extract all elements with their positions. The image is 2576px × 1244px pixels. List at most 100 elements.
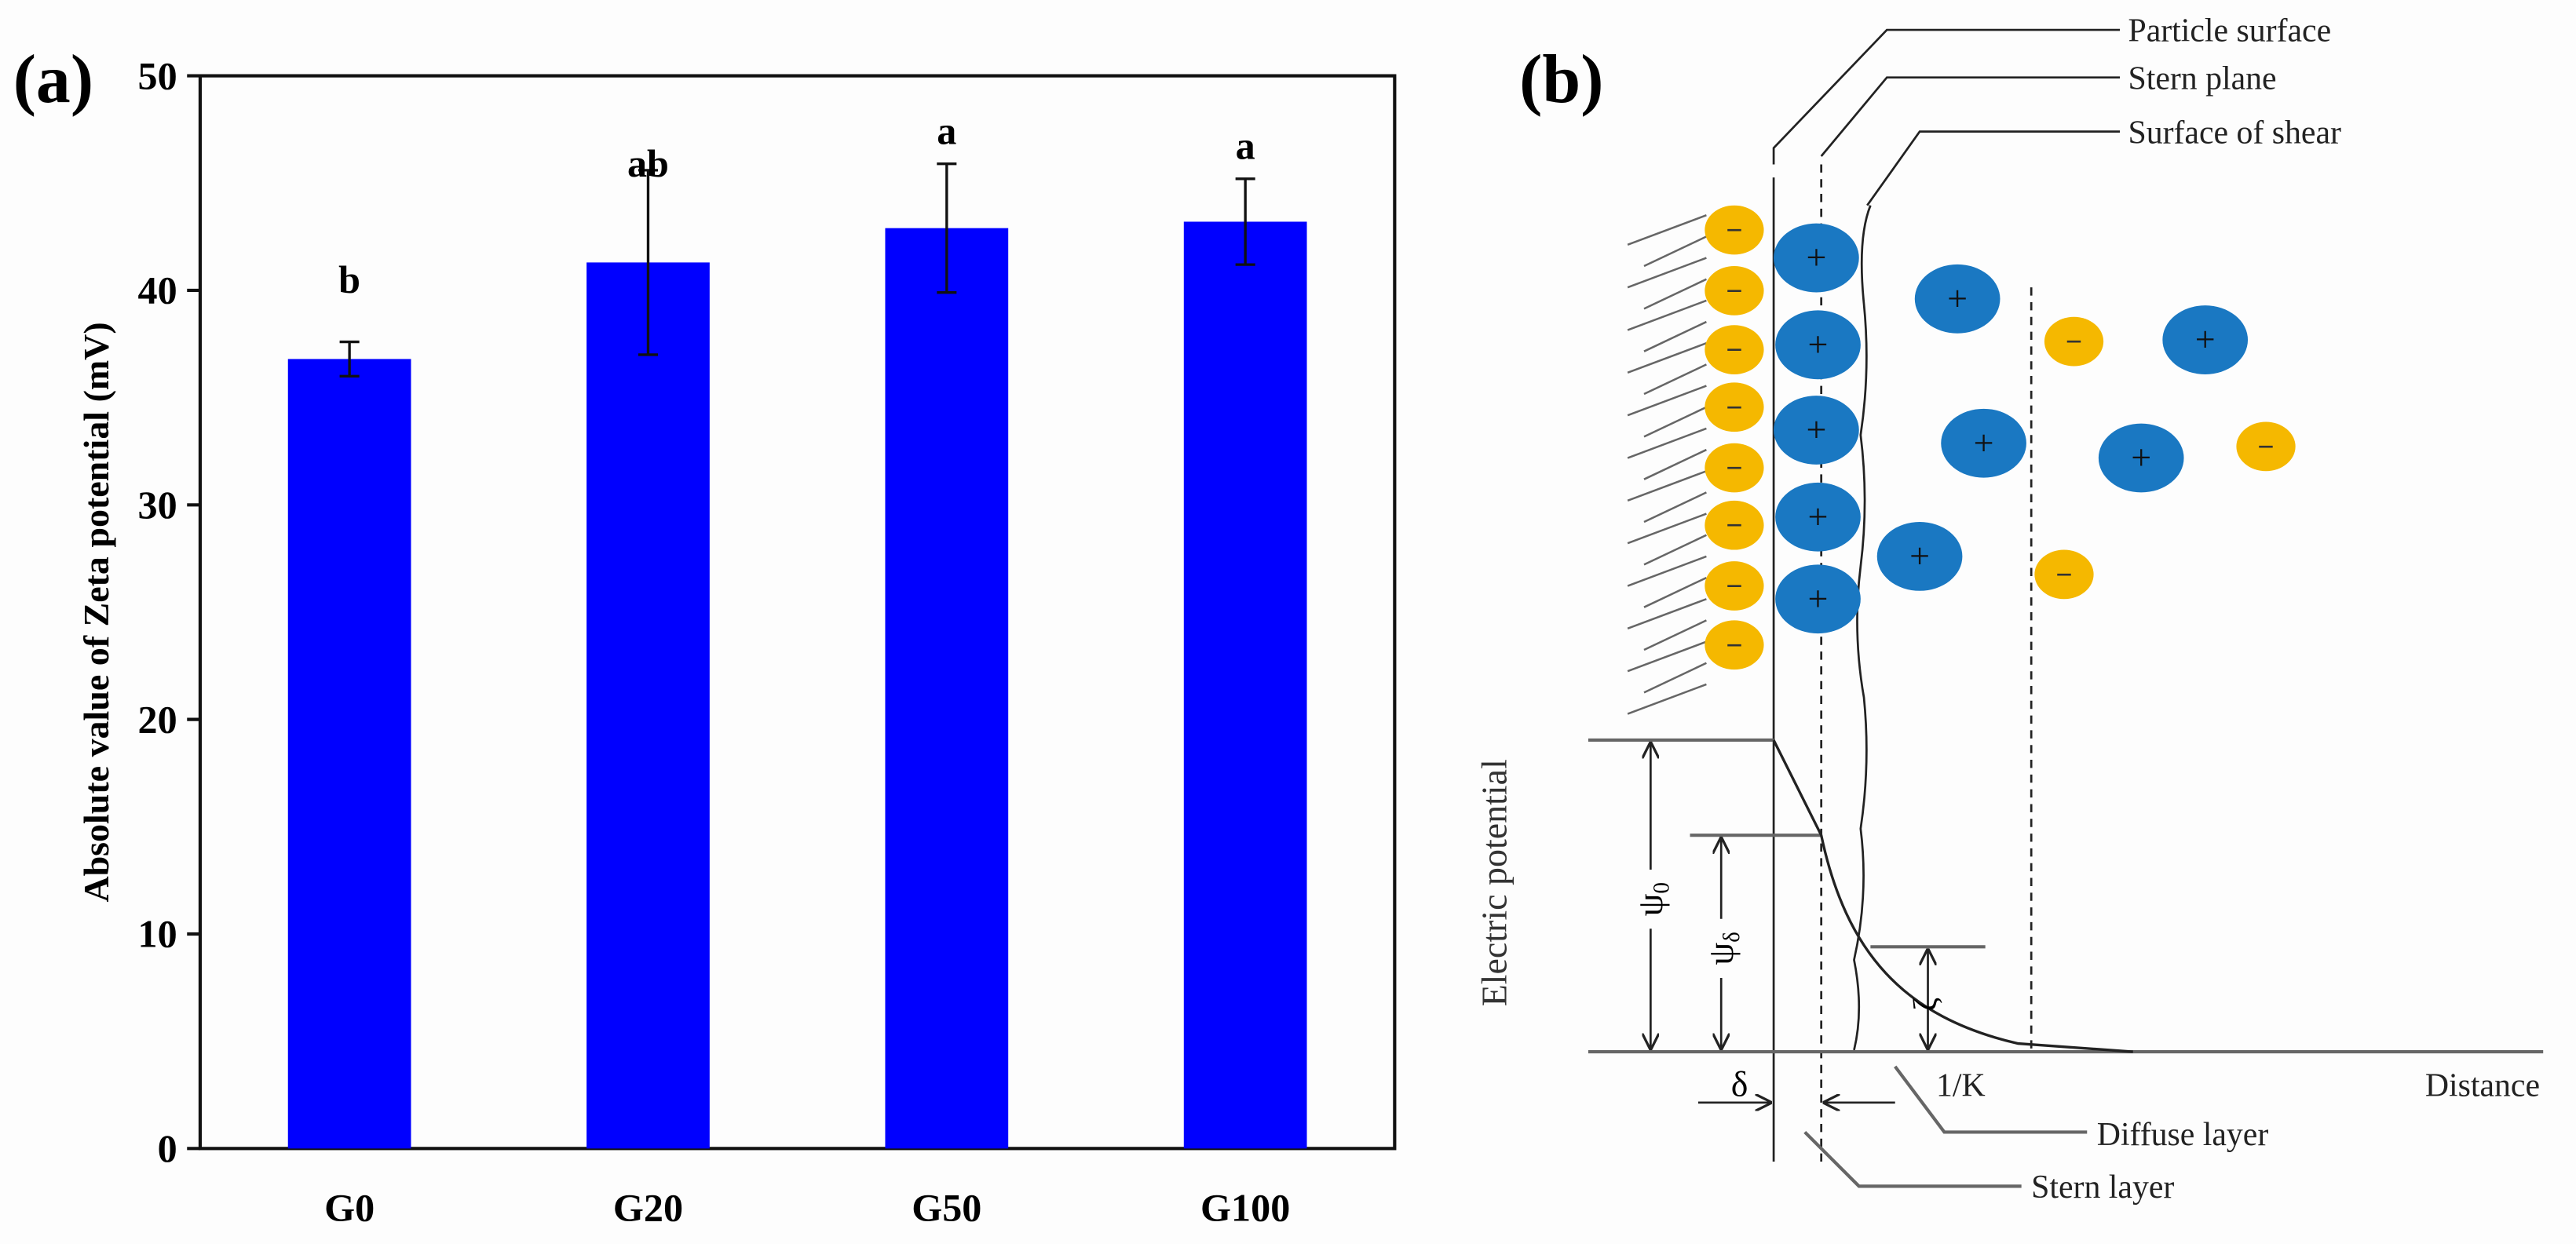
significance-letter: a	[937, 109, 956, 153]
positive-ion-circle	[1775, 482, 1861, 552]
minus-icon: −	[1726, 570, 1742, 603]
significance-letter: ab	[627, 141, 669, 185]
positive-ion: +	[1774, 396, 1859, 465]
particle-surface-leader	[1772, 28, 2121, 165]
distance-label: Distance	[2425, 1067, 2540, 1104]
negative-ion-circle	[1705, 325, 1764, 374]
positive-ion-circle	[1876, 522, 1963, 591]
psid-label: ψδ	[1701, 932, 1745, 965]
stern-layer-leader	[1803, 1130, 2022, 1188]
minus-icon: −	[1726, 509, 1742, 542]
x-tick-label: G0	[324, 1185, 375, 1229]
negative-ion-circle	[1705, 205, 1764, 255]
plus-icon: +	[1909, 536, 1930, 576]
negative-ion: −	[2236, 421, 2296, 472]
positive-ion-circle	[1774, 223, 1859, 293]
negative-ion-circle	[2236, 421, 2296, 472]
negative-ion-circle	[1705, 561, 1764, 611]
stern-layer-label: Stern layer	[2031, 1169, 2174, 1206]
plus-icon: +	[1808, 324, 1829, 364]
negative-ion-circle	[1705, 500, 1764, 550]
minus-icon: −	[1726, 452, 1742, 485]
shear-surface-line	[1853, 205, 1872, 1051]
inverse-k-label: 1/K	[1936, 1067, 1986, 1104]
hatch-line	[1643, 662, 1707, 694]
shear-surface-leader	[1866, 130, 2121, 206]
x-tick-label: G50	[912, 1185, 981, 1229]
negative-ion: −	[1705, 620, 1764, 670]
electric-double-layer-diagram: (b) Particle surface Stern plane Surface…	[1474, 13, 2544, 1206]
negative-ion-circle	[1705, 443, 1764, 493]
hatch-line	[1627, 598, 1707, 630]
negative-ion: −	[2034, 549, 2094, 600]
y-axis-label: Absolute value of Zeta potential (mV)	[76, 322, 116, 902]
negative-ion: −	[1705, 382, 1764, 432]
delta-label: δ	[1731, 1063, 1748, 1104]
diffuse-layer-label: Diffuse layer	[2097, 1117, 2269, 1153]
minus-icon: −	[1726, 275, 1742, 308]
plus-icon: +	[2131, 437, 2151, 477]
plus-icon: +	[1806, 237, 1826, 277]
hatch-line	[1627, 640, 1707, 673]
hatch-line	[1643, 363, 1707, 396]
hatch-line	[1627, 513, 1707, 545]
plus-icon: +	[1806, 410, 1826, 450]
hatch-line	[1627, 470, 1707, 502]
positive-ion-circle	[1774, 396, 1859, 465]
plus-icon: +	[1974, 422, 1994, 462]
plus-icon: +	[1947, 278, 1968, 318]
bar-G0	[287, 359, 411, 1149]
x-tick-label: G20	[613, 1185, 683, 1229]
minus-icon: −	[1726, 629, 1742, 662]
hatch-line	[1627, 257, 1707, 289]
minus-icon: −	[1726, 214, 1742, 247]
negative-ion: −	[1705, 500, 1764, 550]
hatch-line	[1643, 491, 1707, 524]
minus-icon: −	[2257, 430, 2274, 463]
negative-ion-circle	[2034, 549, 2094, 600]
significance-letter: b	[338, 257, 360, 301]
hatch-line	[1643, 278, 1707, 310]
positive-ion: +	[2162, 305, 2249, 374]
hatch-line	[1627, 342, 1707, 374]
stern-plane-leader	[1820, 76, 2121, 157]
positive-ion-circle	[1914, 264, 2001, 334]
negative-ion: −	[1705, 325, 1764, 374]
negative-ion-circle	[1705, 620, 1764, 670]
negative-ion-circle	[1705, 266, 1764, 316]
minus-icon: −	[1726, 391, 1742, 424]
particle-hatching	[1627, 214, 1707, 715]
bar-G100	[1183, 221, 1307, 1149]
positive-ion-circle	[1775, 310, 1861, 380]
hatch-line	[1643, 320, 1707, 352]
x-tick-label: G100	[1200, 1185, 1290, 1229]
y-tick-label: 50	[138, 53, 177, 97]
positive-ion: +	[2098, 423, 2184, 493]
plus-icon: +	[2195, 319, 2216, 359]
hatch-line	[1643, 576, 1707, 608]
hatch-line	[1643, 534, 1707, 566]
hatch-line	[1643, 619, 1707, 651]
minus-icon: −	[2066, 326, 2082, 359]
hatch-line	[1643, 235, 1707, 268]
zeta-potential-bar-chart: Absolute value of Zeta potential (mV) 0 1…	[76, 53, 1397, 1229]
bar-G50	[885, 228, 1009, 1149]
plus-icon: +	[1808, 578, 1829, 618]
hatch-line	[1627, 214, 1707, 246]
hatch-line	[1627, 385, 1707, 417]
particle-surface-label: Particle surface	[2128, 13, 2331, 49]
negative-ion: −	[1705, 561, 1764, 611]
positive-ion-circle	[1941, 408, 2026, 478]
hatch-line	[1627, 555, 1707, 587]
hatch-line	[1643, 448, 1707, 480]
stern-plane-label: Stern plane	[2128, 60, 2276, 97]
panel-b-tag: (b)	[1519, 41, 1603, 117]
ions: − − − − − − − − − − − + + + + + + + + + +	[1705, 205, 2296, 670]
zeta-label: ζ	[1908, 998, 1944, 1011]
minus-icon: −	[1726, 334, 1742, 367]
hatch-line	[1627, 683, 1707, 715]
minus-icon: −	[2055, 558, 2072, 591]
positive-ion-circle	[2162, 305, 2249, 374]
positive-ion: +	[1914, 264, 2001, 334]
